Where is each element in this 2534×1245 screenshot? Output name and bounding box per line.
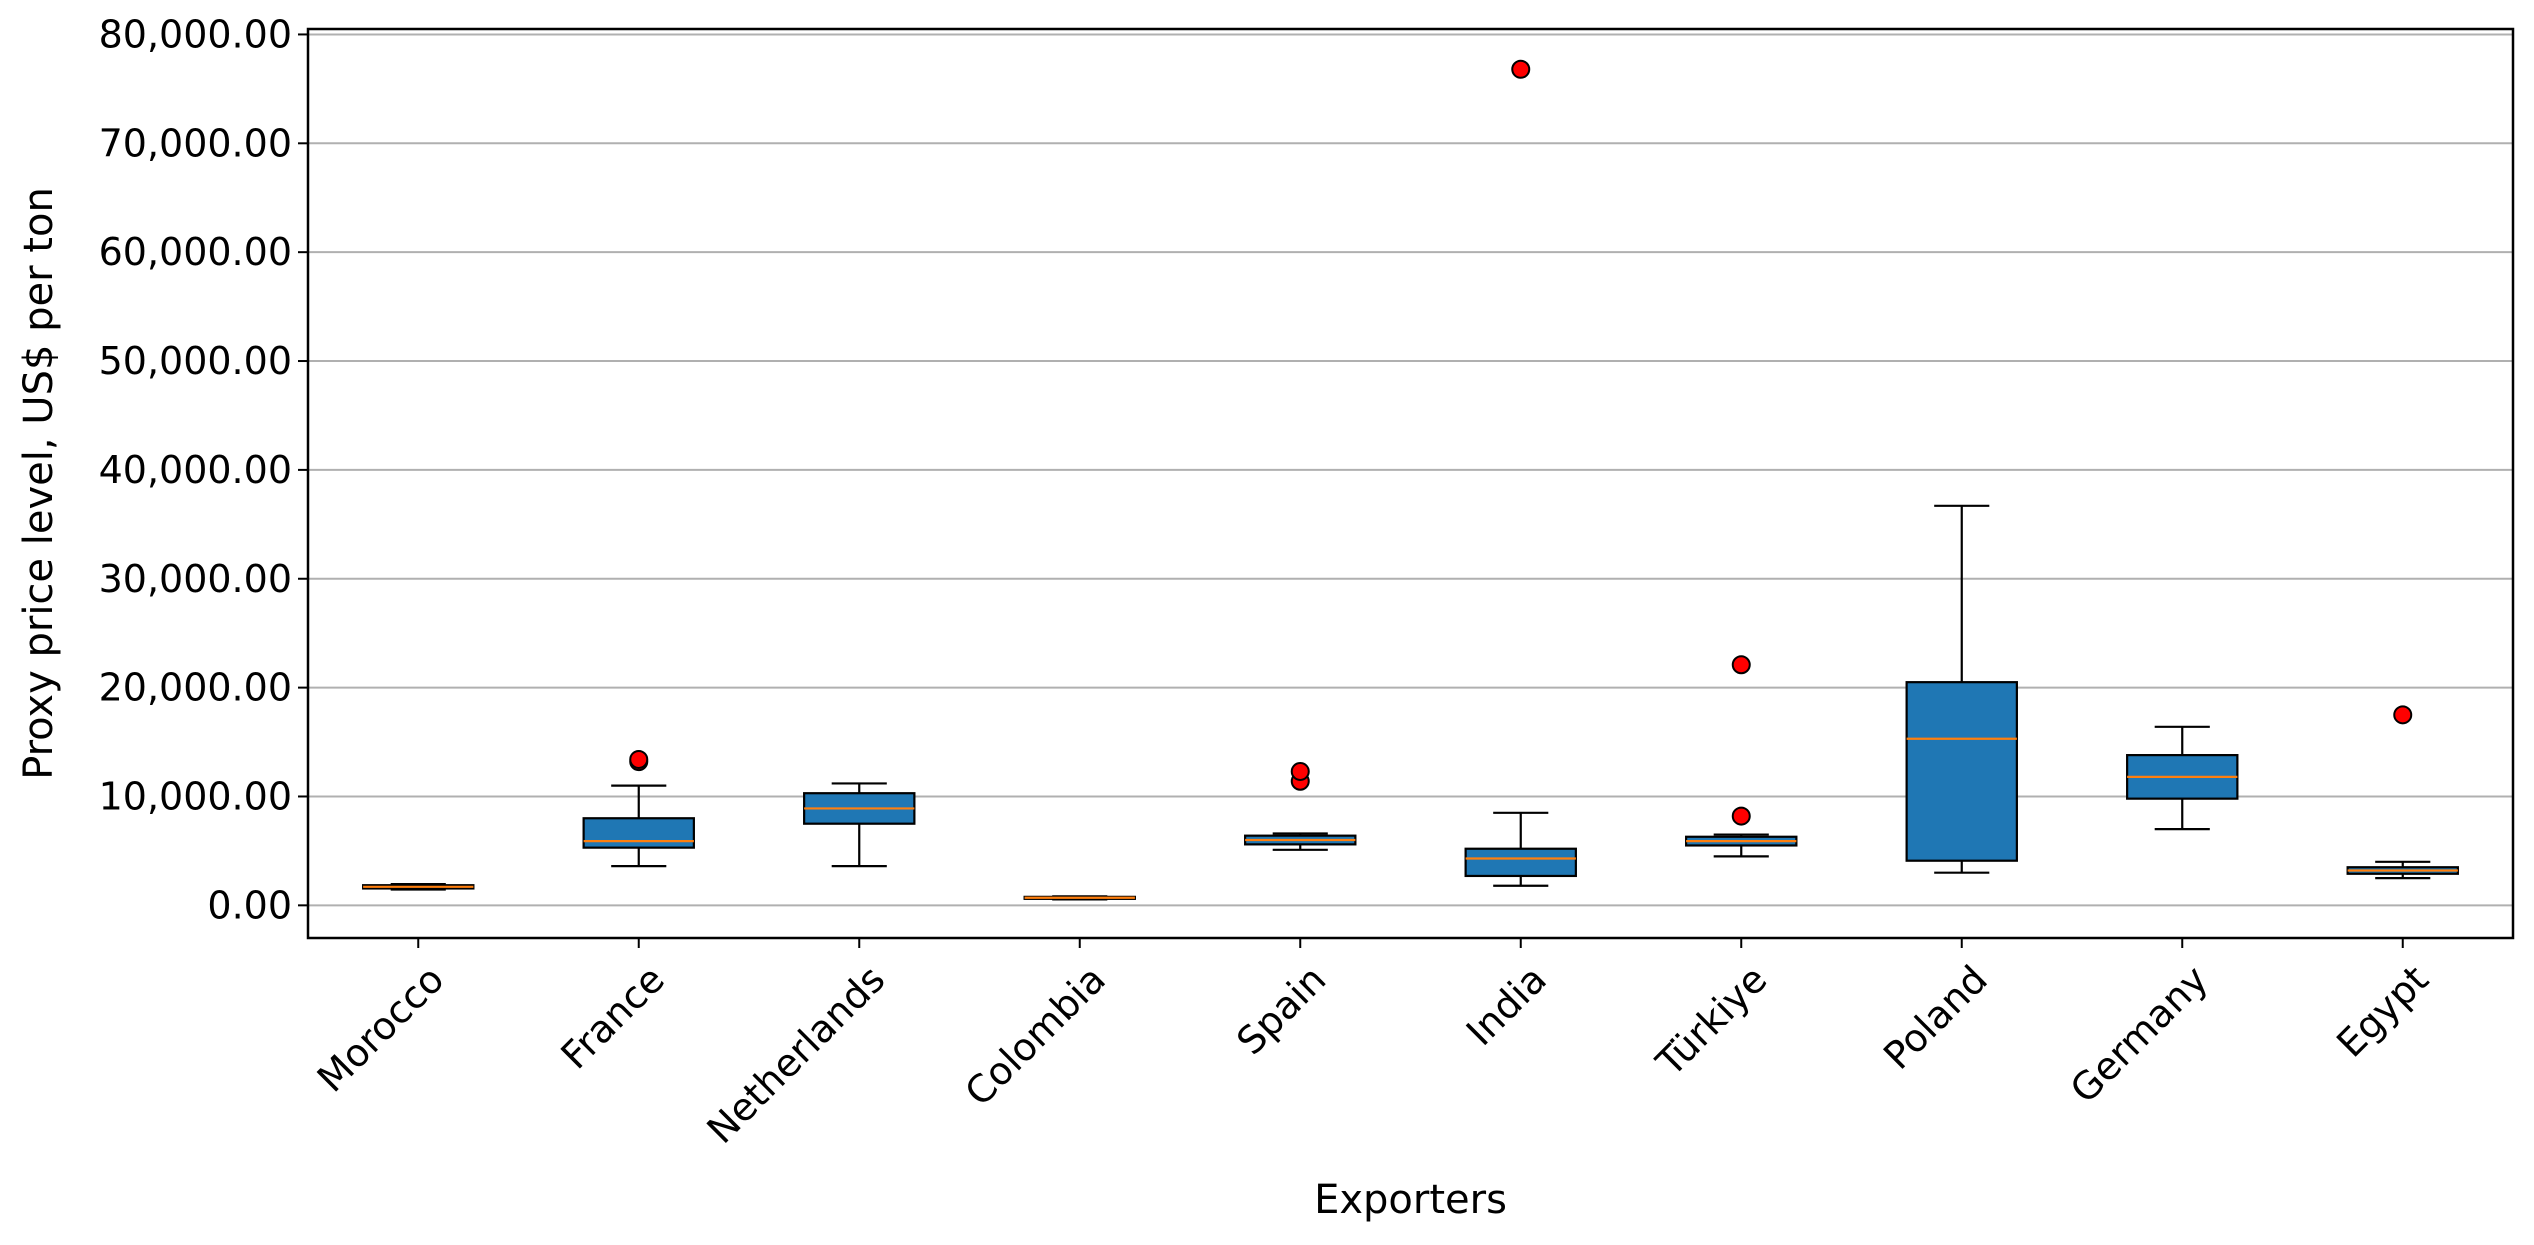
y-tick-label: 30,000.00 — [99, 557, 292, 601]
x-tick-label: Netherlands — [699, 957, 894, 1152]
box-france — [582, 749, 695, 868]
y-tick-label: 80,000.00 — [99, 12, 292, 56]
plot-frame — [306, 27, 2515, 940]
box-colombia — [1023, 895, 1136, 901]
box-germany — [2126, 725, 2239, 831]
box-morocco — [362, 883, 475, 891]
outlier-point — [1731, 655, 1751, 675]
box-india — [1464, 59, 1577, 887]
box-poland — [1905, 504, 2018, 874]
y-tick-label: 70,000.00 — [99, 121, 292, 165]
x-tick-label: Colombia — [957, 957, 1114, 1114]
x-axis: Morocco France Netherlands Colombia Spain Ind… — [309, 938, 2437, 1152]
x-axis-title: Exporters — [1314, 1177, 1507, 1223]
x-tick-label: France — [552, 957, 672, 1077]
y-tick-label: 60,000.00 — [99, 230, 292, 274]
box-series — [362, 59, 2459, 901]
gridlines — [308, 33, 2513, 907]
outlier-point — [1731, 806, 1751, 826]
box-egypt — [2346, 705, 2459, 880]
iqr-box — [1464, 847, 1577, 878]
iqr-box — [582, 817, 695, 849]
y-axis: 0.00 10,000.00 20,000.00 30,000.00 40,000.00… — [99, 12, 308, 927]
x-tick-label: Türkiye — [1647, 957, 1775, 1085]
box-netherlands — [803, 782, 916, 868]
y-axis-title: Proxy price level, US$ per ton — [16, 187, 62, 780]
x-tick-label: Poland — [1875, 957, 1996, 1078]
y-tick-label: 20,000.00 — [99, 666, 292, 710]
y-tick-label: 0.00 — [207, 883, 292, 927]
x-tick-label: Egypt — [2328, 957, 2437, 1066]
x-tick-label: Spain — [1228, 957, 1334, 1063]
box-spain — [1244, 761, 1357, 851]
iqr-box — [1905, 681, 2018, 862]
y-tick-label: 40,000.00 — [99, 448, 292, 492]
y-tick-label: 10,000.00 — [99, 774, 292, 818]
x-tick-label: India — [1458, 957, 1555, 1054]
x-tick-label: Morocco — [309, 957, 453, 1101]
outlier-point — [1511, 59, 1531, 79]
box-türkiye — [1685, 655, 1798, 858]
y-tick-label: 50,000.00 — [99, 339, 292, 383]
outlier-point — [2393, 705, 2413, 725]
outlier-point — [1290, 761, 1310, 781]
outlier-point — [629, 749, 649, 769]
x-tick-label: Germany — [2062, 957, 2217, 1112]
